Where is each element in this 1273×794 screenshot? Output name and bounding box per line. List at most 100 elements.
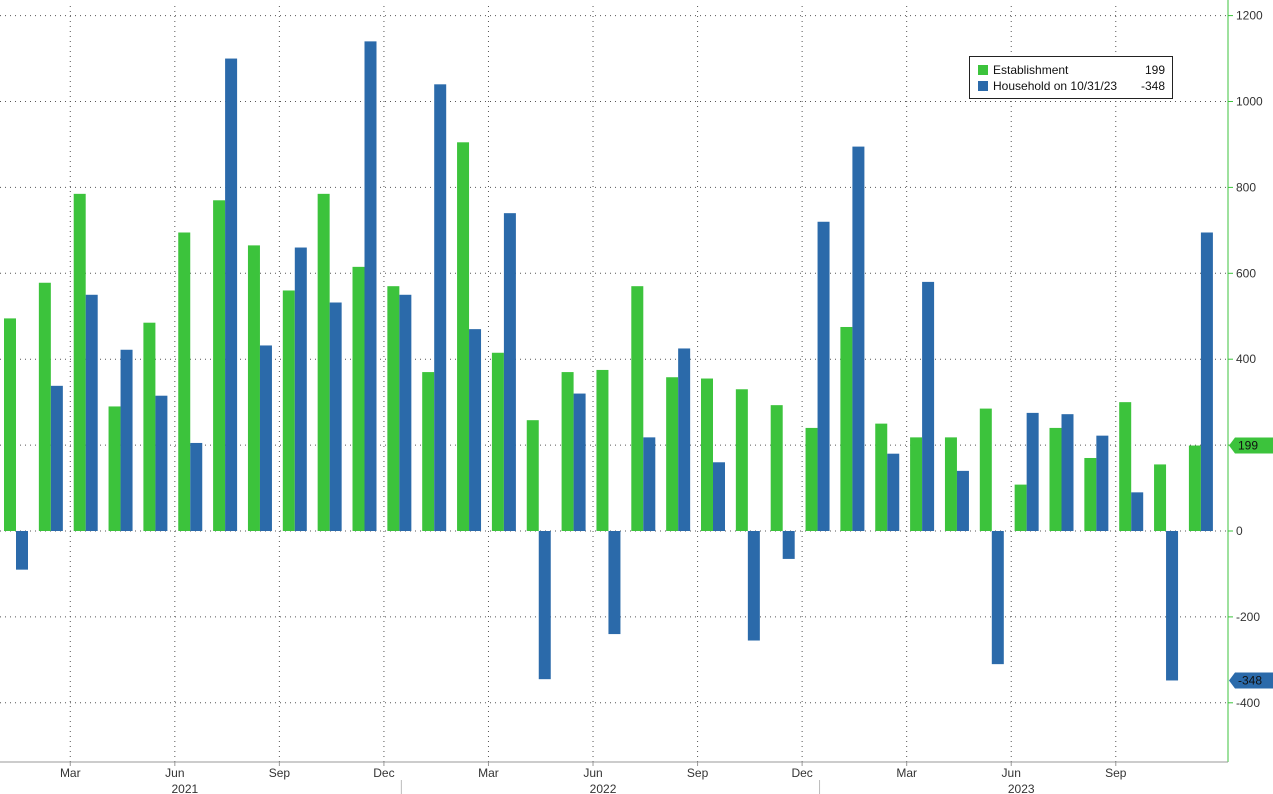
bar-household (678, 348, 691, 531)
bar-establishment (596, 369, 609, 531)
bar-household (713, 462, 725, 531)
bar-establishment (422, 372, 435, 531)
x-tick-label: Jun (583, 766, 602, 780)
legend-value: -348 (1140, 79, 1165, 93)
legend-value: 199 (1144, 63, 1165, 77)
bar-establishment (1188, 445, 1201, 531)
y-tick-label: -400 (1236, 696, 1260, 710)
bar-household (817, 221, 830, 531)
x-tick-label: Dec (791, 766, 812, 780)
bar-establishment (282, 290, 295, 531)
bar-establishment (944, 437, 957, 531)
bar-household (1026, 412, 1039, 531)
bar-household (50, 385, 63, 531)
bar-establishment (735, 389, 748, 531)
bar-household (643, 437, 656, 531)
bar-household (1200, 232, 1213, 531)
bar-establishment (213, 200, 226, 531)
y-tick-label: 1200 (1236, 9, 1263, 23)
bar-establishment (352, 266, 365, 531)
y-tick-label: 0 (1236, 524, 1243, 538)
last-value-tag-label: 199 (1238, 439, 1258, 453)
bar-household (956, 470, 969, 531)
bar-establishment (561, 372, 574, 531)
x-tick-label: Sep (1105, 766, 1127, 780)
bar-establishment (491, 352, 504, 531)
last-value-tag-label: -348 (1238, 673, 1262, 687)
legend-label: Household on 10/31/23 (993, 79, 1118, 93)
bar-establishment (178, 232, 191, 531)
bar-household (1166, 531, 1179, 681)
bar-establishment (4, 318, 16, 531)
y-tick-label: 400 (1236, 352, 1256, 366)
bar-establishment (805, 427, 818, 531)
last-value-tag-establishment (1229, 437, 1273, 454)
x-tick-label: Sep (687, 766, 709, 780)
bar-household (1061, 414, 1074, 531)
bar-establishment (247, 245, 260, 531)
legend-swatch-household (978, 81, 988, 91)
x-tick-label: Jun (165, 766, 184, 780)
bar-establishment (875, 423, 888, 531)
x-tick-label: Jun (1002, 766, 1021, 780)
bar-establishment (1119, 402, 1132, 531)
bar-establishment (666, 377, 679, 531)
bar-establishment (73, 193, 86, 531)
bar-household (573, 393, 586, 531)
bar-establishment (457, 142, 470, 532)
bar-household (747, 531, 760, 641)
bar-establishment (1049, 427, 1062, 531)
bar-establishment (840, 326, 853, 531)
bar-household (469, 329, 482, 531)
bar-establishment (979, 408, 992, 531)
bar-establishment (701, 378, 713, 531)
bar-establishment (1084, 457, 1097, 531)
bar-household (922, 281, 935, 531)
bar-establishment (1154, 464, 1167, 531)
bar-establishment (910, 437, 923, 531)
bar-household (434, 84, 447, 531)
legend-item-establishment: Establishment 199 (978, 62, 1165, 78)
y-tick-label: 600 (1236, 266, 1256, 280)
bar-household (538, 531, 551, 680)
x-tick-label: Mar (896, 766, 917, 780)
x-tick-label: Mar (60, 766, 81, 780)
bar-household (155, 395, 168, 531)
bar-household (16, 531, 28, 570)
x-year-label: 2023 (1008, 782, 1035, 794)
bar-establishment (1014, 484, 1027, 531)
bar-establishment (108, 406, 121, 531)
bar-household (120, 349, 133, 531)
x-year-label: 2022 (590, 782, 617, 794)
bar-household (1096, 435, 1109, 531)
legend-label: Establishment (993, 63, 1069, 77)
bar-household (503, 213, 516, 532)
last-value-tag-household (1229, 672, 1273, 689)
y-tick-label: 800 (1236, 180, 1256, 194)
bar-household (852, 146, 865, 531)
bar-establishment (770, 405, 783, 531)
bar-establishment (631, 286, 644, 531)
bar-household (190, 442, 203, 531)
bar-establishment (317, 193, 330, 531)
bar-household (329, 302, 342, 531)
y-tick-label: -200 (1236, 610, 1260, 624)
bar-establishment (387, 286, 400, 531)
bar-household (85, 294, 98, 531)
x-year-label: 2021 (171, 782, 198, 794)
bar-household (782, 531, 795, 559)
bar-establishment (38, 282, 51, 531)
bar-household (887, 453, 900, 531)
x-tick-label: Sep (269, 766, 291, 780)
grid-layer (0, 6, 1228, 762)
bar-household (608, 531, 621, 635)
y-tick-label: 1000 (1236, 95, 1263, 109)
bar-establishment (526, 420, 539, 531)
bar-household (294, 247, 307, 531)
x-tick-label: Dec (373, 766, 394, 780)
bar-household (399, 294, 412, 531)
x-tick-label: Mar (478, 766, 499, 780)
